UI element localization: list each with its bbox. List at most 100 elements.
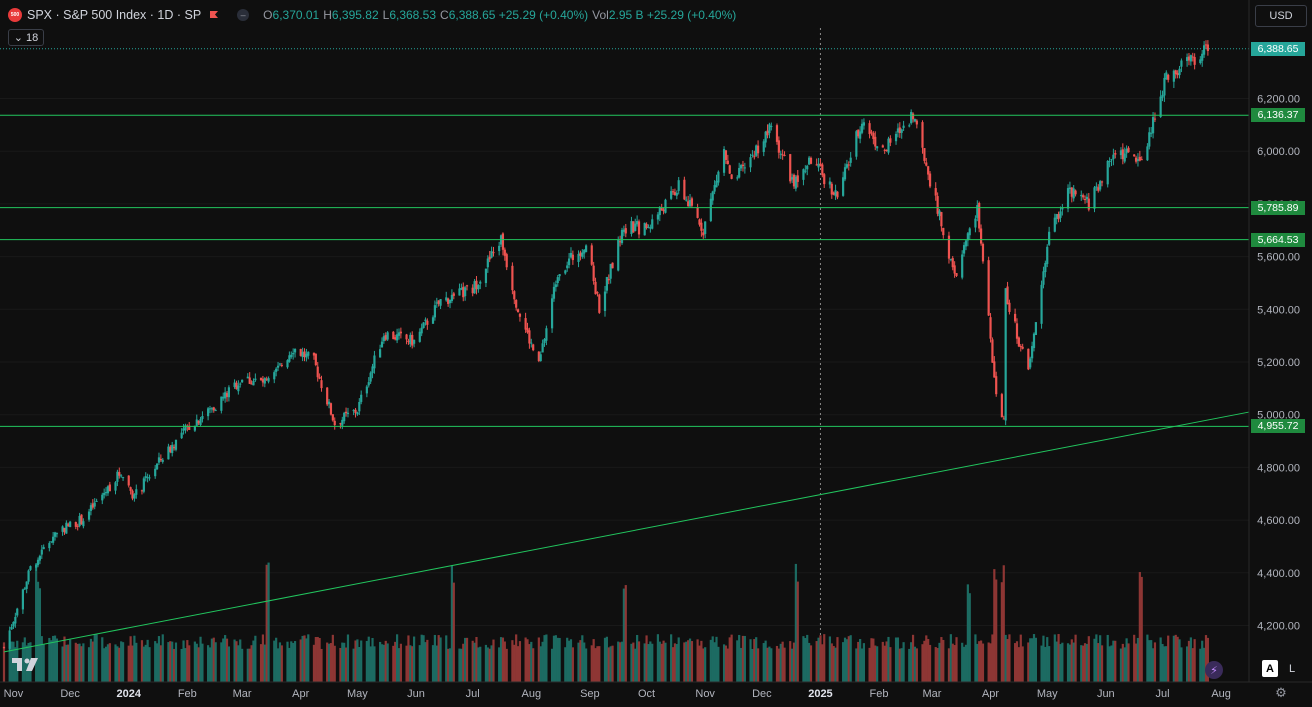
indicator-count: 18 [25,31,39,44]
candle-body [722,149,726,173]
candle-body [1072,188,1075,199]
volume-bar [473,642,476,682]
candle-body [344,411,348,414]
volume-bar [214,642,217,682]
candle-body [736,177,739,179]
volume-bar [426,639,429,682]
volume-bar [167,642,170,682]
volume-bar [435,645,438,682]
candle-body [305,353,308,358]
volume-bar [819,635,822,682]
volume-bar [664,642,667,682]
indicators-toggle[interactable]: ⌄ 18 [8,29,44,46]
volume-bar [1165,646,1168,682]
candle-body [424,319,427,322]
candle-body [921,122,924,148]
candle-body [1029,358,1032,368]
candle-body [299,349,302,356]
volume-bar [756,648,760,682]
candle-body [261,379,265,383]
volume-bar [35,563,38,682]
log-scale-button[interactable]: L [1288,662,1296,675]
candle-body [556,277,559,283]
candle-body [804,170,807,172]
candle-body [1099,181,1102,190]
x-tick-label: Jul [466,688,480,700]
volume-bar [133,635,136,682]
symbol-title[interactable]: SPX · S&P 500 Index · 1D · SP [27,8,202,22]
volume-bar [868,647,871,682]
candle-body [1150,132,1153,134]
flag-icon[interactable] [209,10,219,20]
auto-scale-button[interactable]: A [1262,660,1278,677]
volume-bar [146,639,149,682]
volume-bar [1123,647,1126,682]
volume-bar [199,636,202,682]
volume-bar [781,641,784,682]
lightning-icon[interactable]: ⚡ [1205,661,1223,679]
volume-bar [447,648,450,682]
gear-icon[interactable]: ⚙ [1275,685,1287,700]
volume-bar [413,636,416,682]
candle-body [928,173,932,187]
candle-body [739,165,743,169]
x-tick-label: 2025 [808,688,832,700]
trendline[interactable] [3,411,1250,653]
volume-bar [870,638,873,682]
candle-body [1185,57,1189,61]
candle-body [671,191,675,193]
volume-bar [439,637,442,682]
candle-body [1002,418,1005,420]
candle-body [577,253,580,262]
tradingview-logo-icon[interactable] [12,656,42,672]
candle-body [108,484,111,492]
candle-body [675,192,678,196]
candle-body [976,205,979,218]
candle-body [779,153,782,155]
currency-selector[interactable]: USD [1255,5,1307,27]
candle-body [515,299,518,308]
candle-body [830,183,833,195]
volume-bar [1061,642,1064,682]
candle-body [927,166,930,175]
volume-bar [1114,640,1117,682]
candle-body [278,363,282,365]
volume-bar [855,648,858,682]
volume-bar [180,648,183,682]
candle-body [35,564,38,568]
price-axis[interactable]: 4,200.00 4,400.00 4,600.00 4,800.00 5,000.00… [1248,0,1312,707]
volume-bar [656,634,660,682]
volume-bar [603,637,607,682]
horizontal-levels[interactable] [0,48,1249,427]
hide-icon[interactable]: – [237,9,250,21]
volume-bar [326,642,329,682]
volume-bar [343,642,346,682]
volume-bar [876,646,879,682]
time-axis[interactable]: Nov Dec 2024 Feb Mar Apr May Jun Jul Aug Sep Oct Nov… [0,681,1312,707]
volume-bar [471,640,474,682]
volume-bar [777,648,780,682]
candle-body [596,292,599,294]
volume-bar [1180,647,1183,682]
volume-bar [847,636,850,682]
volume-bar [1106,634,1109,682]
candle-body [74,522,77,527]
candle-body [1148,132,1151,147]
volume-bar [462,643,465,682]
volume-bar [889,647,892,682]
candle-body [477,285,480,290]
candle-body [687,201,690,207]
volume-bar [1004,634,1007,682]
volume-bar [964,644,968,682]
candle-body [1163,77,1166,96]
volume-bar [558,637,561,682]
volume-bar [210,638,213,682]
candle-body [1138,156,1141,161]
candle-body [698,219,701,225]
candle-body [407,340,410,343]
candle-body [127,475,130,486]
volume-bar [475,636,478,682]
candle-body [246,376,249,379]
candle-body [339,423,342,425]
